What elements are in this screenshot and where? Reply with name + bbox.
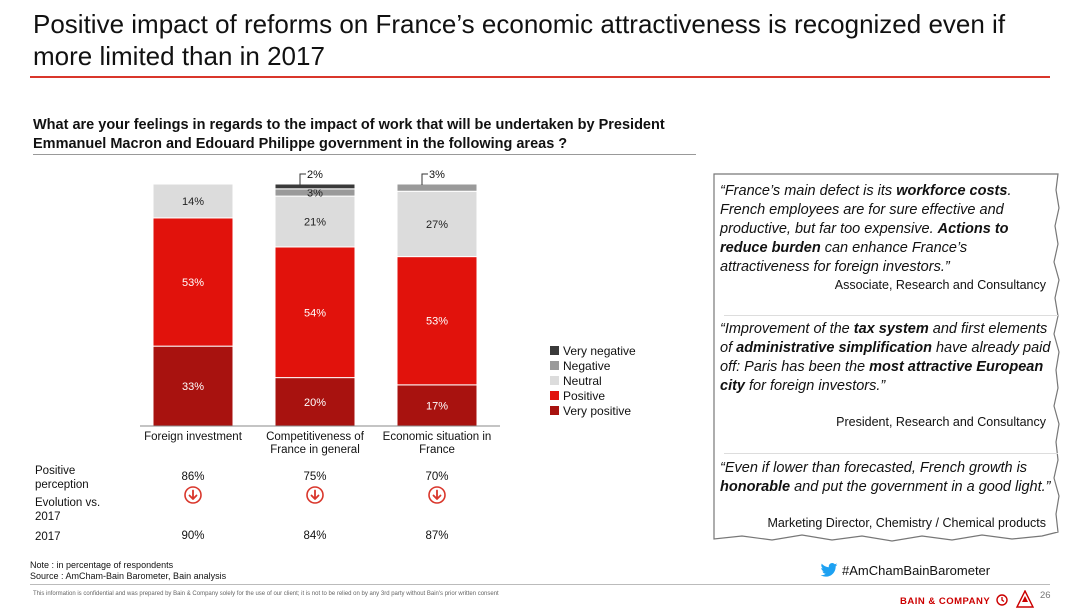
legend-label: Positive <box>563 389 605 403</box>
quote-1-author: Associate, Research and Consultancy <box>834 278 1046 292</box>
legend-label: Very positive <box>563 404 631 418</box>
quote-emphasis: honorable <box>720 479 791 495</box>
quote-text: for foreign investors.” <box>745 378 886 394</box>
quote-2: “Improvement of the tax system and first… <box>712 320 1052 396</box>
positive-perception-value: 70% <box>425 471 449 483</box>
twitter-icon <box>820 563 838 577</box>
quote-text: and put the government in a good light.” <box>790 479 1051 495</box>
data-label: 21% <box>304 217 326 229</box>
data-label: 27% <box>426 219 448 231</box>
quote-emphasis: Actions to reduce burden <box>720 221 1009 256</box>
brand-logo: BAIN & COMPANY <box>900 589 1035 608</box>
quote-text: and first elements of <box>720 321 1048 356</box>
data-label: 33% <box>182 381 204 393</box>
category-label: France <box>419 444 455 456</box>
quote-divider <box>724 315 1058 316</box>
positive-perception-value: 75% <box>303 471 327 483</box>
category-label: Economic situation in <box>383 431 492 443</box>
question-underline <box>33 154 696 155</box>
quote-text: can enhance France’s attractiveness for … <box>720 240 968 275</box>
brand-name: BAIN & COMPANY <box>900 596 991 607</box>
data-label: 17% <box>426 400 448 412</box>
quote-text: “Improvement of the <box>720 321 854 337</box>
callout-line <box>421 173 428 185</box>
evolution-label: Evolution vs. 2017 <box>35 497 101 523</box>
legend-label: Neutral <box>563 374 602 388</box>
note-text: Note : in percentage of respondents <box>30 560 174 570</box>
page-number: 26 <box>1040 590 1051 601</box>
legend-label: Negative <box>563 359 611 373</box>
positive-perception-value: 86% <box>181 471 205 483</box>
quote-3: “Even if lower than forecasted, French g… <box>712 459 1052 497</box>
quote-emphasis: administrative simplification <box>736 340 932 356</box>
legend-swatch <box>550 376 559 385</box>
bar-segment-positive <box>274 246 356 379</box>
bar-segment-neutral <box>274 195 356 248</box>
positive-perception-label: Positive perception <box>35 465 89 491</box>
callout-line <box>299 173 306 185</box>
data-label: 14% <box>182 196 204 208</box>
title-divider <box>30 76 1050 78</box>
source-text: Source : AmCham-Bain Barometer, Bain ana… <box>30 571 227 581</box>
data-label: 20% <box>304 397 326 409</box>
quote-text: “France’s main defect is its <box>720 183 897 199</box>
footer-divider <box>30 584 1050 585</box>
bar-segment-very-positive <box>396 384 478 427</box>
torn-paper-border <box>713 173 1060 542</box>
category-label: Foreign investment <box>144 431 243 443</box>
amcham-logo-icon <box>1016 589 1035 608</box>
down-arrow-icon <box>184 486 202 504</box>
bar-segment-very-positive <box>274 377 356 427</box>
quote-panel: “France’s main defect is its workforce c… <box>712 170 1062 550</box>
stacked-bar-chart: 33% 53% 14% Foreign investment 20% 54% 21% 3% Co… <box>140 169 636 456</box>
quote-3-author: Marketing Director, Chemistry / Chemical… <box>767 516 1046 530</box>
bain-circle-icon <box>996 594 1008 606</box>
legend-swatch <box>550 361 559 370</box>
hashtag: #AmChamBainBarometer <box>820 563 990 578</box>
quote-1: “France’s main defect is its workforce c… <box>712 182 1052 277</box>
legend-swatch <box>550 391 559 400</box>
quote-emphasis: most attractive European city <box>720 359 1044 394</box>
survey-question: What are your feelings in regards to the… <box>33 117 665 152</box>
callout-label: 3% <box>429 169 445 181</box>
confidentiality-disclaimer: This information is confidential and was… <box>33 591 499 597</box>
bar-segment-positive <box>152 217 234 347</box>
bar-segment-positive <box>396 256 478 386</box>
down-arrow-icon <box>306 486 324 504</box>
bar-segment-neutral <box>396 190 478 258</box>
notes: Note : in percentage of respondents Sour… <box>30 560 226 582</box>
quote-emphasis: workforce costs <box>896 183 1008 199</box>
data-label: 3% <box>307 187 323 199</box>
down-arrow-icon <box>428 486 446 504</box>
callout-label: 2% <box>307 169 323 181</box>
legend-swatch <box>550 346 559 355</box>
quote-text: have already paid off: Paris has been th… <box>720 340 1051 375</box>
quote-emphasis: tax system <box>853 321 929 337</box>
data-label: 54% <box>304 307 326 319</box>
legend-swatch <box>550 406 559 415</box>
quote-2-author: President, Research and Consultancy <box>836 415 1046 429</box>
bar-segment-negative <box>396 183 478 192</box>
legend-label: Very negative <box>563 344 636 358</box>
year-2017-value: 84% <box>303 530 327 542</box>
quote-text: . French employees are for sure effectiv… <box>720 183 1012 237</box>
quote-divider <box>724 453 1058 454</box>
data-label: 53% <box>426 316 448 328</box>
data-label: 53% <box>182 277 204 289</box>
bar-segment-neutral <box>152 183 234 219</box>
category-label: France in general <box>270 444 360 456</box>
page-title: Positive impact of reforms on France’s e… <box>33 9 1006 71</box>
quote-text: “Even if lower than forecasted, French g… <box>720 460 1028 476</box>
category-label: Competitiveness of <box>266 431 365 443</box>
hashtag-text: #AmChamBainBarometer <box>842 563 991 578</box>
year-2017-value: 87% <box>425 530 449 542</box>
bar-segment-very-negative <box>274 183 356 190</box>
year-2017-label: 2017 <box>35 531 61 543</box>
year-2017-value: 90% <box>181 530 205 542</box>
